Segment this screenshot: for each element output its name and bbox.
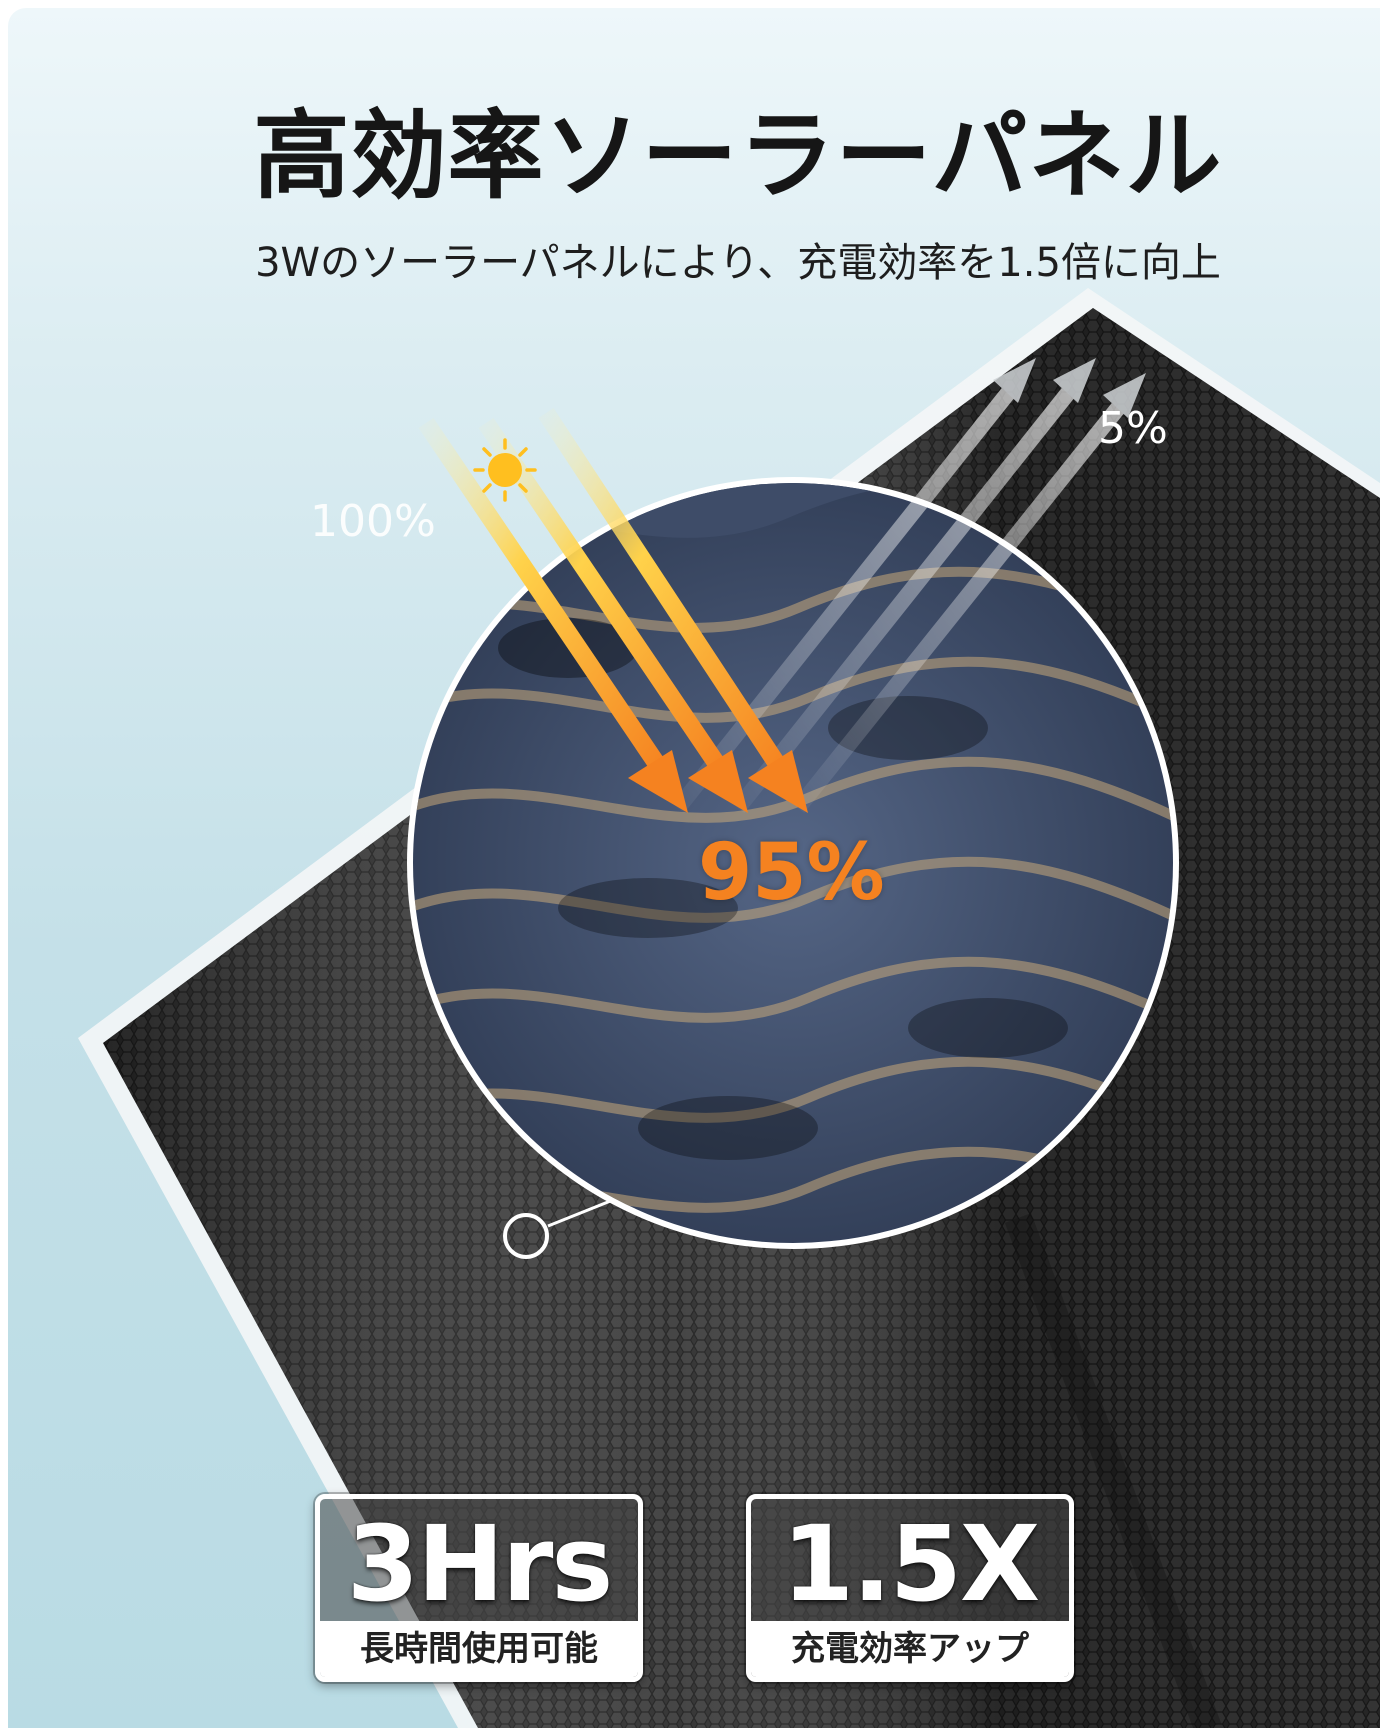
zoom-pointer-icon [503, 1213, 549, 1259]
page-title: 高効率ソーラーパネル [253, 100, 1223, 212]
page-subtitle: 3Wのソーラーパネルにより、充電効率を1.5倍に向上 [255, 240, 1221, 286]
badge-label: 長時間使用可能 [320, 1621, 638, 1677]
badge-label: 充電効率アップ [751, 1621, 1069, 1677]
reflected-light-label: 5% [1098, 403, 1168, 454]
sun-icon [473, 438, 537, 502]
incoming-light-label: 100% [310, 496, 436, 547]
usage-time-badge: 3Hrs 長時間使用可能 [315, 1494, 643, 1682]
badge-value: 3Hrs [346, 1503, 614, 1625]
badge-value: 1.5X [781, 1503, 1040, 1625]
product-banner: 高効率ソーラーパネル 3Wのソーラーパネルにより、充電効率を1.5倍に向上 10… [8, 8, 1380, 1728]
efficiency-badge: 1.5X 充電効率アップ [746, 1494, 1074, 1682]
solar-panel-illustration [78, 288, 1380, 1728]
absorbed-light-label: 95% [698, 828, 885, 918]
